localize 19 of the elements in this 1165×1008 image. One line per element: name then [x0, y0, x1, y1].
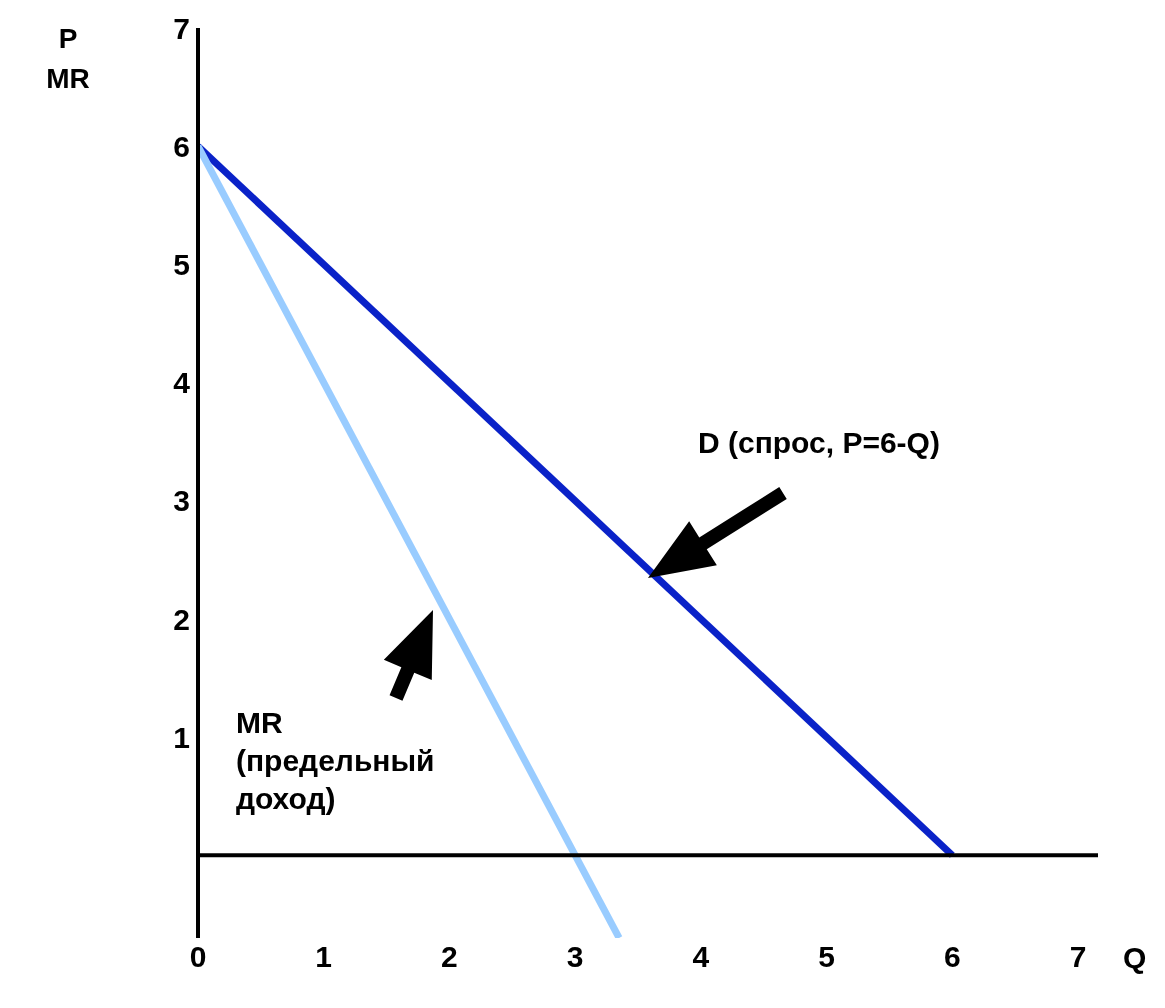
x-tick-label: 6 — [943, 940, 961, 974]
annotation: D (спрос, P=6-Q) — [698, 426, 940, 459]
y-tick-label: 3 — [173, 484, 190, 518]
x-tick-label: 5 — [818, 940, 835, 974]
x-tick-label: 7 — [1069, 940, 1087, 974]
y-axis-title: P MR — [46, 23, 90, 94]
x-tick-label: 1 — [315, 940, 333, 974]
x-tick-label: 3 — [566, 940, 584, 974]
y-tick-label: 7 — [173, 11, 190, 45]
y-tick-label: 2 — [173, 602, 190, 636]
x-tick-label: 4 — [692, 940, 710, 974]
y-tick-label: 5 — [173, 248, 190, 282]
x-tick-label: 2 — [441, 940, 458, 974]
y-tick-label: 1 — [173, 720, 190, 754]
y-tick-label: 4 — [173, 366, 191, 400]
y-tick-label: 6 — [173, 129, 190, 163]
annotation: MR (предельный доход) — [236, 706, 435, 815]
x-tick-label: 0 — [189, 940, 207, 974]
x-axis-title: Q — [1123, 941, 1147, 974]
